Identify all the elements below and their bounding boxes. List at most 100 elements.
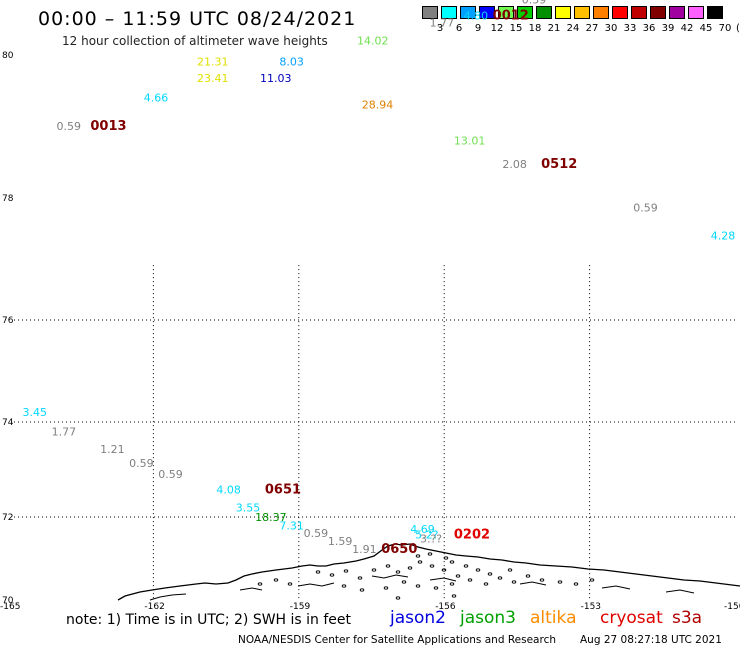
lake-mark bbox=[415, 554, 421, 558]
legend-swatch bbox=[460, 6, 476, 19]
mission-altika: altika bbox=[530, 608, 577, 628]
mission-s3a: s3a bbox=[672, 608, 703, 628]
wave-height-value: 3.55 bbox=[236, 501, 261, 514]
wave-height-value: 1.77 bbox=[52, 425, 76, 438]
legend-label: 70 bbox=[718, 23, 732, 34]
wave-height-value: 7.31 bbox=[279, 519, 304, 532]
lake-mark bbox=[433, 586, 439, 590]
lat-tick-label: 72 bbox=[2, 513, 13, 523]
legend-label: 3 bbox=[436, 23, 444, 34]
lake-mark bbox=[287, 582, 293, 586]
pass-time-label: 0512 bbox=[541, 157, 577, 172]
wave-height-value: 14.02 bbox=[357, 34, 389, 47]
lake-mark bbox=[467, 578, 473, 582]
legend-label: 36 bbox=[642, 23, 656, 34]
mission-jason3: jason3 bbox=[460, 608, 516, 628]
lat-tick-label: 70 bbox=[2, 596, 14, 606]
page-subtitle: 12 hour collection of altimeter wave hei… bbox=[62, 34, 328, 48]
legend-swatch bbox=[498, 6, 514, 19]
wave-height-value: 4.80 bbox=[464, 9, 489, 22]
lake-mark bbox=[417, 560, 423, 564]
lake-mark bbox=[273, 578, 279, 582]
lake-mark bbox=[497, 576, 503, 580]
pass-time-label: 0651 bbox=[265, 482, 301, 497]
legend-swatch bbox=[669, 6, 685, 19]
lake-mark bbox=[383, 586, 389, 590]
legend-label: 42 bbox=[680, 23, 694, 34]
wave-height-value: 0.59 bbox=[129, 457, 154, 470]
legend-swatch bbox=[612, 6, 628, 19]
wave-height-value: 0.59 bbox=[158, 468, 183, 481]
lon-tick-label: -162 bbox=[144, 602, 164, 612]
lake-mark bbox=[401, 580, 407, 584]
lake-mark bbox=[427, 552, 433, 556]
lake-mark bbox=[475, 568, 481, 572]
legend-label: 9 bbox=[474, 23, 482, 34]
legend-label: 33 bbox=[623, 23, 637, 34]
lake-mark bbox=[257, 582, 263, 586]
wave-height-value: 0.59 bbox=[522, 0, 547, 7]
legend-label: 30 bbox=[604, 23, 618, 34]
legend-label: 15 bbox=[509, 23, 523, 34]
legend-swatch bbox=[650, 6, 666, 19]
legend-label: 12 bbox=[490, 23, 504, 34]
wave-height-value: 1.59 bbox=[328, 535, 353, 548]
lake-mark bbox=[395, 570, 401, 574]
lake-mark bbox=[449, 560, 455, 564]
lake-mark bbox=[483, 582, 489, 586]
wave-height-value: 1.21 bbox=[100, 443, 125, 456]
lon-tick-label: -156 bbox=[435, 602, 456, 612]
legend-label: 21 bbox=[547, 23, 561, 34]
legend-swatch bbox=[441, 6, 457, 19]
legend-unit: (ft) bbox=[736, 23, 740, 34]
credit-text: NOAA/NESDIS Center for Satellite Applica… bbox=[238, 634, 556, 646]
lake-mark bbox=[315, 570, 321, 574]
lake-mark bbox=[395, 596, 401, 600]
pass-time-label: 0202 bbox=[454, 528, 490, 543]
legend-swatch bbox=[517, 6, 533, 19]
lat-tick-label: 80 bbox=[2, 51, 14, 61]
lon-tick-label: -150 bbox=[724, 602, 740, 612]
wave-height-value: 28.94 bbox=[362, 99, 394, 112]
wave-height-value: 5.2? bbox=[415, 529, 438, 542]
lake-mark bbox=[507, 568, 513, 572]
lon-tick-label: -153 bbox=[581, 602, 601, 612]
lake-mark bbox=[573, 582, 579, 586]
lake-mark bbox=[341, 584, 347, 588]
legend-swatch bbox=[574, 6, 590, 19]
map-grid: -165 -162 -159 -156 -153 -150 80 78 76 74 72 70 bbox=[0, 51, 740, 612]
legend-label: 18 bbox=[528, 23, 542, 34]
wave-height-value: 0.59 bbox=[56, 120, 81, 133]
lake-mark bbox=[429, 564, 435, 568]
wave-height-value: 3.45 bbox=[23, 406, 48, 419]
units-note: note: 1) Time is in UTC; 2) SWH is in fe… bbox=[66, 612, 352, 628]
lake-mark bbox=[359, 588, 365, 592]
wave-height-value: 1.77 bbox=[430, 16, 455, 29]
lake-mark bbox=[343, 569, 349, 573]
wave-height-value: 4.08 bbox=[216, 483, 241, 496]
legend-swatch bbox=[707, 6, 723, 19]
lake-mark bbox=[557, 580, 563, 584]
pass-time-label: 0650 bbox=[381, 542, 417, 557]
mission-jason2: jason2 bbox=[390, 608, 446, 628]
lake-mark bbox=[525, 574, 531, 578]
wave-height-value: 1.91 bbox=[352, 543, 377, 556]
wave-height-value: 2.08 bbox=[502, 158, 527, 171]
wave-height-value: 3.?? bbox=[420, 533, 442, 546]
legend-swatch bbox=[536, 6, 552, 19]
legend-swatch bbox=[593, 6, 609, 19]
wave-height-value: 11.03 bbox=[260, 72, 292, 85]
pass-time-label: 0012 bbox=[493, 8, 529, 23]
legend-label: 27 bbox=[585, 23, 599, 34]
lake-mark bbox=[357, 576, 363, 580]
lake-mark bbox=[539, 578, 545, 582]
lat-tick-label: 76 bbox=[2, 316, 14, 326]
wave-height-value: 8.03 bbox=[279, 56, 304, 69]
wave-height-value: 23.41 bbox=[197, 72, 229, 85]
lake-mark bbox=[449, 582, 455, 586]
pass-time-label: 0013 bbox=[90, 119, 126, 134]
wave-height-value: 0.59 bbox=[304, 527, 329, 540]
lon-tick-label: -159 bbox=[290, 602, 311, 612]
lake-mark bbox=[329, 573, 335, 577]
legend-swatch bbox=[688, 6, 704, 19]
